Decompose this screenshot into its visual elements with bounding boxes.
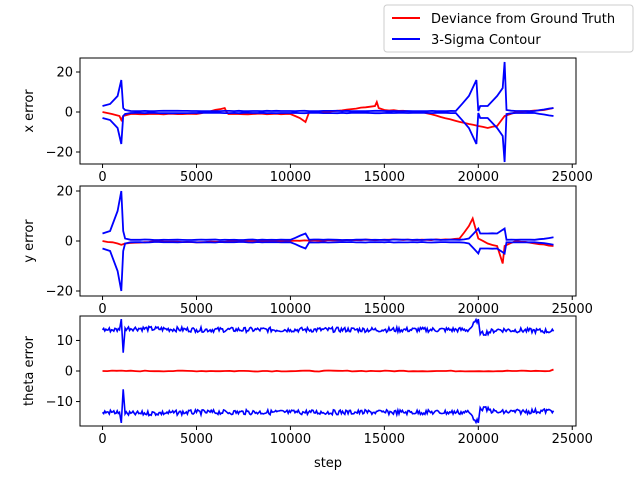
plot-area bbox=[102, 190, 554, 292]
x-tick-label: 25000 bbox=[552, 302, 593, 317]
y-tick-label: 0 bbox=[65, 106, 73, 121]
series-line-3-sigma-lower bbox=[102, 241, 554, 292]
series-line-3-sigma-lower bbox=[102, 111, 554, 163]
axes-frame bbox=[79, 57, 577, 165]
series-line-3-sigma-upper bbox=[102, 61, 554, 113]
series-line-3-sigma-lower bbox=[101, 389, 555, 425]
legend: Deviance from Ground Truth 3-Sigma Conto… bbox=[383, 4, 634, 53]
y-axis-label: x error bbox=[22, 89, 37, 133]
series-line-deviance-upper bbox=[102, 368, 554, 373]
plot-area bbox=[102, 61, 554, 163]
y-tick-label: 20 bbox=[56, 185, 73, 200]
y-tick-label: −20 bbox=[46, 285, 73, 300]
x-tick-label: 20000 bbox=[458, 170, 499, 185]
y-tick-label: 0 bbox=[65, 365, 73, 380]
series-line-3-sigma-upper bbox=[101, 317, 555, 353]
x-axis-label: step bbox=[314, 456, 342, 471]
x-tick-label: 5000 bbox=[180, 302, 213, 317]
x-tick-label: 25000 bbox=[552, 432, 593, 447]
x-tick-label: 10000 bbox=[270, 170, 311, 185]
plot-area bbox=[101, 317, 555, 425]
x-tick-label: 10000 bbox=[270, 302, 311, 317]
x-tick-label: 20000 bbox=[458, 432, 499, 447]
y-tick-label: 20 bbox=[56, 66, 73, 81]
legend-label-3-sigma: 3-Sigma Contour bbox=[431, 33, 541, 48]
x-tick-label: 15000 bbox=[364, 302, 405, 317]
x-tick-label: 0 bbox=[98, 432, 106, 447]
x-tick-label: 5000 bbox=[180, 432, 213, 447]
x-tick-label: 10000 bbox=[270, 432, 311, 447]
legend-label-deviance: Deviance from Ground Truth bbox=[431, 12, 615, 27]
subplot-2: 0 5000 10000 15000 20000 25000 −20 0 20 y error bbox=[22, 185, 593, 318]
y-tick-label: −10 bbox=[46, 395, 73, 410]
series-line-deviance-upper bbox=[102, 99, 554, 129]
y-axis-label: theta error bbox=[22, 335, 37, 406]
y-axis-label: y error bbox=[22, 219, 37, 263]
legend-frame bbox=[383, 4, 634, 53]
x-tick-label: 0 bbox=[98, 170, 106, 185]
x-tick-label: 0 bbox=[98, 302, 106, 317]
y-tick-label: 0 bbox=[65, 235, 73, 250]
y-tick-label: −20 bbox=[46, 146, 73, 161]
x-tick-label: 15000 bbox=[364, 170, 405, 185]
x-tick-label: 5000 bbox=[180, 170, 213, 185]
series-line-3-sigma-upper bbox=[102, 190, 554, 241]
x-tick-label: 20000 bbox=[458, 302, 499, 317]
subplot-1: 0 5000 10000 15000 20000 25000 −20 0 20 x error bbox=[22, 57, 593, 185]
subplot-3: 0 5000 10000 15000 20000 25000 −10 0 10 theta err… bbox=[22, 315, 593, 471]
y-tick-label: 10 bbox=[56, 334, 73, 349]
x-tick-label: 25000 bbox=[552, 170, 593, 185]
x-tick-label: 15000 bbox=[364, 432, 405, 447]
